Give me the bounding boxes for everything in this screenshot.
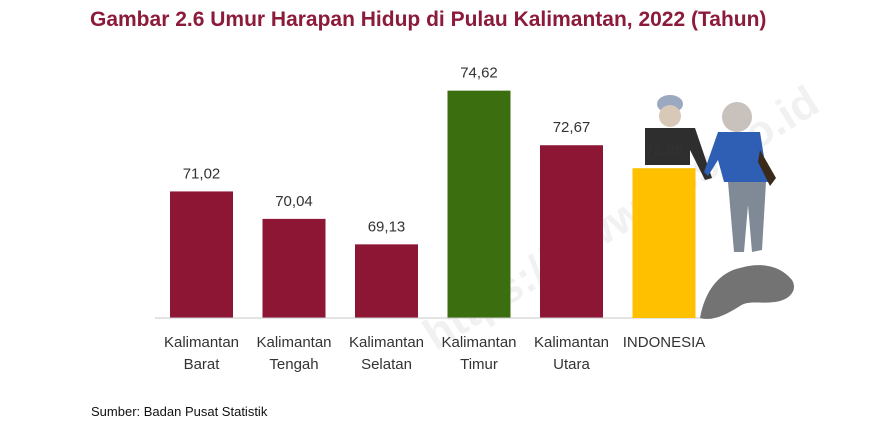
category-label-4-1: Utara <box>553 356 590 373</box>
category-label-2-1: Selatan <box>361 356 412 373</box>
bar-2 <box>355 244 418 318</box>
category-label-3-1: Timur <box>460 356 498 373</box>
illustration-shadow <box>700 265 795 319</box>
bar-1 <box>262 218 326 318</box>
woman-bag <box>758 150 776 186</box>
woman-head <box>722 102 752 132</box>
category-label-0-1: Barat <box>184 356 221 373</box>
bar-4 <box>540 145 603 318</box>
value-label-2: 69,13 <box>368 218 406 235</box>
category-label-3-0: Kalimantan <box>441 334 516 351</box>
value-label-0: 71,02 <box>183 165 221 182</box>
bar-chart: 71,02 Kalimantan Barat 70,04 Kalimantan Tenga… <box>155 65 795 373</box>
bar-5 <box>632 168 696 318</box>
category-label-1-0: Kalimantan <box>256 334 331 351</box>
bar-0 <box>170 191 233 318</box>
category-label-0-0: Kalimantan <box>164 334 239 351</box>
category-label-2-0: Kalimantan <box>349 334 424 351</box>
elderly-couple-illustration <box>645 95 795 319</box>
bar-3 <box>447 90 511 318</box>
category-label-1-1: Tengah <box>269 356 318 373</box>
man-head <box>659 105 681 127</box>
woman-legs <box>728 182 766 252</box>
category-label-4-0: Kalimantan <box>534 334 609 351</box>
chart-title: Gambar 2.6 Umur Harapan Hidup di Pulau K… <box>90 8 767 31</box>
category-label-5-0: INDONESIA <box>623 334 706 351</box>
value-label-3: 74,62 <box>460 65 498 82</box>
man-body <box>645 128 712 180</box>
value-label-1: 70,04 <box>275 193 313 210</box>
value-label-5: 71,85 <box>645 142 683 159</box>
woman-body <box>704 132 768 182</box>
value-label-4: 72,67 <box>553 119 591 136</box>
source-note: Sumber: Badan Pusat Statistik <box>91 404 268 419</box>
